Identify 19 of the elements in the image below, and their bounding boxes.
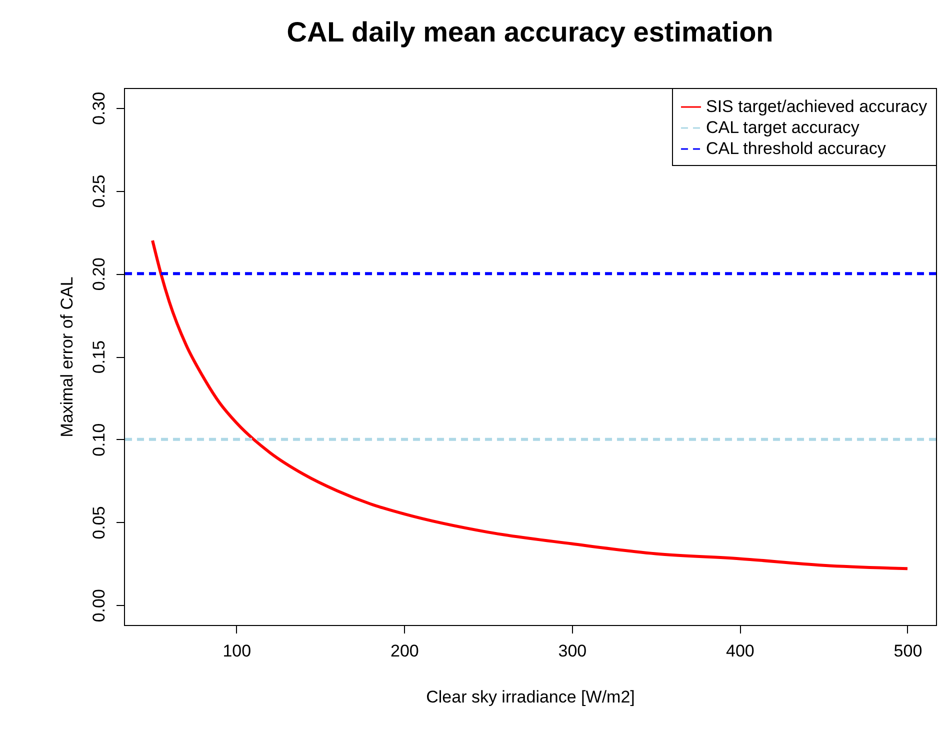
x-tick-label: 100 <box>222 642 252 660</box>
x-axis-title: Clear sky irradiance [W/m2] <box>426 688 635 706</box>
y-tick-label: 0.05 <box>90 506 108 540</box>
y-axis-title: Maximal error of CAL <box>58 276 76 438</box>
y-tick-label: 0.25 <box>90 174 108 208</box>
chart-title: CAL daily mean accuracy estimation <box>286 16 774 48</box>
line-series <box>151 238 909 570</box>
x-tick-label: 400 <box>726 642 754 660</box>
x-tick-label: 300 <box>558 642 587 660</box>
y-tick-label: 0.30 <box>90 92 108 125</box>
legend-label: SIS target/achieved accuracy <box>706 97 928 116</box>
y-tick-label: 0.15 <box>90 340 108 374</box>
x-tick-label: 200 <box>390 642 419 660</box>
legend-label: CAL threshold accuracy <box>706 139 886 158</box>
y-tick-label: 0.00 <box>90 589 108 622</box>
x-tick-label: 500 <box>894 642 922 660</box>
y-tick-label: 0.10 <box>90 423 108 456</box>
legend-label: CAL target accuracy <box>706 118 860 137</box>
y-tick-label: 0.20 <box>90 258 108 291</box>
